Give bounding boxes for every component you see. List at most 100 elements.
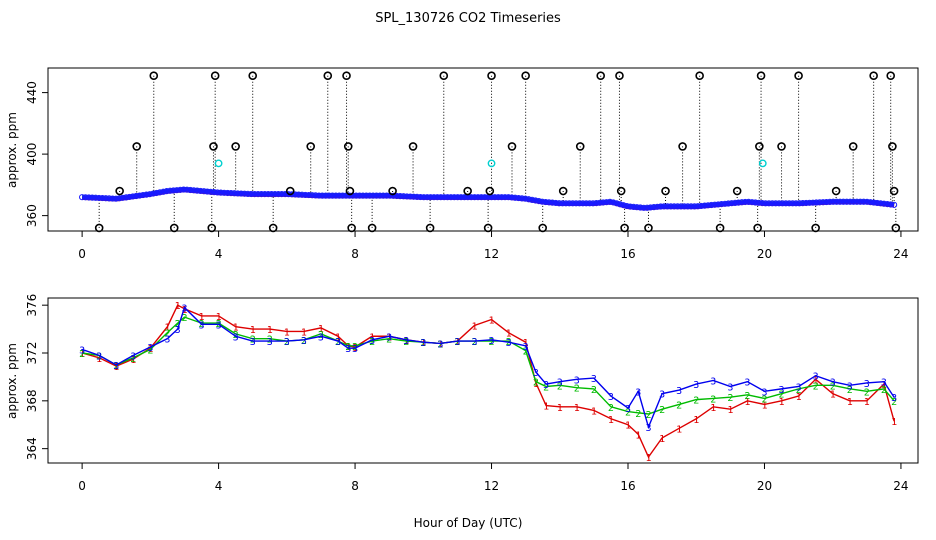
- series-2-point: 2: [710, 394, 716, 405]
- spike-circle-point: [285, 186, 295, 196]
- spike-circle-point: [345, 186, 355, 196]
- series-3-point: 3: [693, 380, 699, 391]
- baseline-point: [891, 201, 898, 208]
- series-1-point: 1: [175, 301, 181, 312]
- spike-circle-point: [538, 223, 548, 233]
- baseline-point: [454, 194, 461, 201]
- baseline-point: [109, 195, 116, 202]
- baseline-point: [315, 192, 323, 199]
- baseline-point: [759, 200, 766, 207]
- baseline-point: [738, 199, 745, 206]
- baseline-point: [150, 190, 157, 197]
- spike-circle-point: [756, 71, 766, 80]
- series-1-point: 1: [557, 403, 563, 414]
- baseline-point: [694, 203, 701, 210]
- baseline-point: [498, 194, 505, 201]
- baseline-point: [603, 199, 610, 206]
- baseline-point: [593, 199, 600, 207]
- baseline-point: [579, 200, 586, 207]
- baseline-point: [457, 194, 465, 201]
- baseline-point: [887, 201, 894, 208]
- series-3-point: 3: [164, 335, 170, 346]
- series-3-point: 3: [489, 336, 495, 347]
- series-1-point: 1: [676, 424, 682, 435]
- spike-circle-point: [886, 71, 896, 80]
- spike-circle-point: [888, 142, 897, 151]
- series-2-point: 2: [574, 384, 580, 395]
- series-1-point: 1: [420, 338, 426, 349]
- baseline-point: [326, 192, 333, 199]
- baseline-point: [254, 190, 262, 198]
- series-3-point: 3: [830, 378, 836, 389]
- baseline-point: [830, 198, 837, 205]
- series-3-point: 3: [591, 374, 597, 385]
- baseline-point: [644, 204, 651, 211]
- y-tick-label: 364: [25, 437, 39, 460]
- baseline-point: [529, 196, 536, 203]
- baseline-point: [217, 189, 224, 196]
- spike-circle-point: [616, 186, 626, 196]
- bottom-y-axis-label: approx. ppm: [5, 343, 19, 419]
- baseline-point: [390, 192, 397, 199]
- baseline-point: [522, 195, 529, 202]
- spike-circle-point: [347, 223, 356, 233]
- baseline-point: [600, 199, 607, 206]
- baseline-point: [819, 199, 827, 206]
- series-1-point: 1: [574, 403, 580, 414]
- baseline-point: [836, 198, 844, 205]
- spike-circle-point: [439, 71, 449, 80]
- baseline-point: [721, 200, 729, 207]
- baseline-point: [163, 188, 170, 195]
- x-tick-label: 16: [620, 247, 635, 261]
- baseline-point: [606, 198, 614, 205]
- spike-circle-point: [889, 186, 899, 196]
- series-3-point: 3: [847, 381, 853, 392]
- spike-circle-point: [248, 71, 258, 80]
- baseline-point: [630, 203, 637, 211]
- series-2-point: 2: [420, 338, 426, 349]
- baseline-point: [187, 186, 194, 194]
- series-3-point: 3: [523, 342, 529, 353]
- baseline-point: [82, 194, 89, 201]
- baseline-point: [353, 192, 360, 199]
- baseline-point: [667, 203, 674, 210]
- series-1-point: 1: [130, 355, 136, 366]
- baseline-point: [742, 198, 749, 206]
- y-tick-label: 376: [25, 294, 39, 317]
- series-2-point: 2: [591, 385, 597, 396]
- series-3-point: 3: [659, 390, 665, 401]
- spike-circle-point: [367, 223, 377, 233]
- baseline-point: [627, 203, 634, 210]
- baseline-point: [424, 194, 431, 201]
- spike-circle-point: [794, 71, 803, 80]
- baseline-point: [803, 199, 810, 207]
- series-3-point: 3: [645, 423, 651, 434]
- baseline-point: [501, 194, 509, 201]
- series-2-point: 2: [693, 396, 699, 407]
- top-panel: 0 4 8 12 16 20 24 360 400 440 approx. ppm: [5, 67, 919, 261]
- series-3-point: 3: [796, 382, 802, 393]
- series-1-point: 1: [345, 342, 351, 353]
- spike-circle-point: [695, 71, 704, 80]
- baseline-point: [461, 194, 468, 201]
- series-2-point: 2: [635, 409, 641, 420]
- spike-circle-point: [596, 71, 606, 80]
- series-3-point: 3: [96, 351, 102, 362]
- series-1-point: 1: [727, 405, 733, 416]
- series-2-point: 2: [744, 391, 750, 402]
- series-2-point: 2: [113, 361, 119, 372]
- baseline-point: [241, 190, 248, 197]
- series-2-point: 2: [250, 335, 256, 346]
- baseline-point: [556, 200, 563, 207]
- spike-circle-point: [115, 186, 124, 196]
- baseline-point: [518, 195, 526, 202]
- cyan-point: [758, 159, 767, 168]
- baseline-point: [437, 194, 444, 201]
- baseline-point: [508, 194, 515, 201]
- series-1-point: 1: [386, 332, 392, 343]
- series-3-point: 3: [147, 343, 153, 354]
- baseline-point: [366, 192, 373, 199]
- baseline-point: [569, 200, 576, 207]
- series-1-point: 1: [199, 312, 205, 323]
- series-1-point: 1: [369, 332, 375, 343]
